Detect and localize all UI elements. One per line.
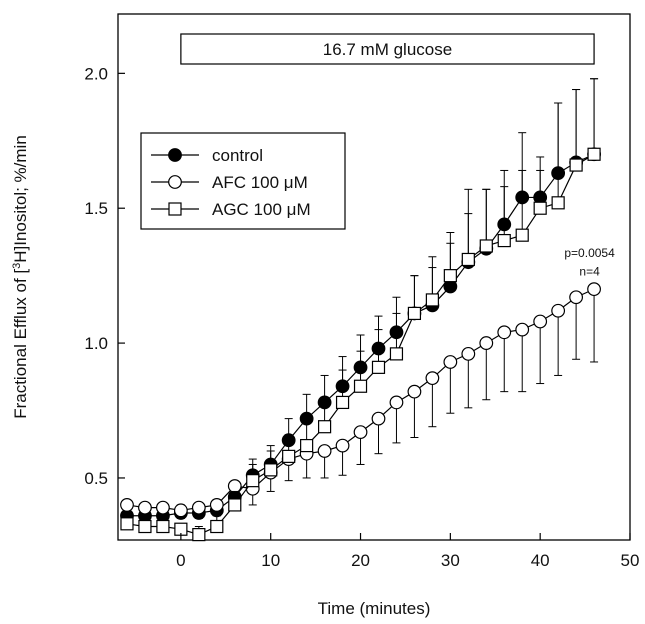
y-axis-title-main: Fractional Efflux of [ — [11, 269, 30, 419]
x-tick-label: 10 — [261, 551, 280, 570]
x-tick-label: 50 — [621, 551, 640, 570]
data-point — [479, 239, 493, 253]
data-point — [156, 519, 170, 534]
legend-marker — [168, 202, 182, 216]
legend-item: AFC 100 μM — [151, 173, 308, 192]
y-axis-title-rest: H]Inositol; %/min — [11, 135, 30, 263]
data-point — [443, 355, 458, 369]
data-point — [533, 201, 547, 215]
x-tick-label: 40 — [531, 551, 550, 570]
data-point — [515, 228, 529, 242]
data-point — [497, 233, 511, 248]
y-axis-title-superscript: 3 — [11, 263, 23, 269]
data-point — [173, 503, 188, 518]
y-tick-label: 2.0 — [84, 64, 108, 83]
legend-label: AFC 100 μM — [212, 173, 308, 192]
glucose-banner: 16.7 mM glucose — [180, 33, 595, 65]
data-point — [282, 449, 296, 463]
x-axis-title: Time (minutes) — [318, 599, 431, 618]
data-point — [353, 379, 368, 393]
y-tick-label: 0.5 — [84, 469, 108, 488]
data-point — [138, 500, 152, 515]
data-point — [587, 282, 601, 297]
data-point — [443, 269, 457, 283]
x-tick-label: 20 — [351, 551, 370, 570]
data-point — [389, 395, 404, 410]
data-point — [425, 293, 439, 307]
series-open-circle — [120, 282, 601, 519]
data-point — [192, 528, 206, 542]
data-point — [228, 498, 242, 512]
legend: control AFC 100 μM AGC 100 μM — [140, 132, 346, 230]
legend-label: AGC 100 μM — [212, 200, 311, 219]
data-point — [497, 325, 512, 340]
data-point — [210, 519, 224, 534]
data-point — [353, 425, 368, 440]
axis-layer: 0 10 20 30 40 50 0.5 1.0 1.5 2.0 — [84, 64, 639, 570]
data-point — [264, 463, 278, 477]
legend-label: control — [212, 146, 263, 165]
p-value-annotation: p=0.0054 — [564, 246, 615, 260]
data-point — [389, 347, 404, 361]
series-line — [126, 288, 595, 511]
data-point — [569, 290, 584, 305]
data-point — [120, 517, 134, 531]
data-point — [246, 474, 260, 488]
y-axis-title: Fractional Efflux of [3H]Inositol; %/min — [11, 135, 30, 419]
data-point — [461, 346, 476, 361]
legend-marker — [168, 148, 182, 162]
series-open-square — [120, 78, 601, 542]
data-point — [156, 500, 170, 515]
data-point — [479, 336, 494, 350]
data-point — [335, 395, 350, 410]
data-point — [300, 438, 314, 453]
glucose-banner-label: 16.7 mM glucose — [323, 40, 452, 59]
legend-marker — [168, 175, 182, 189]
x-tick-label: 30 — [441, 551, 460, 570]
legend-item: control — [151, 146, 263, 165]
data-point — [533, 314, 548, 329]
data-point — [317, 444, 332, 458]
y-tick-label: 1.5 — [84, 199, 108, 218]
x-tick-label: 0 — [176, 551, 185, 570]
data-point — [227, 479, 242, 493]
data-point — [138, 519, 152, 534]
n-annotation: n=4 — [579, 265, 600, 279]
data-point — [317, 420, 332, 434]
plot-frame — [117, 13, 631, 541]
plot-border — [117, 13, 631, 541]
data-point — [407, 306, 422, 321]
data-point — [551, 196, 565, 210]
data-point — [191, 500, 206, 515]
data-point — [515, 322, 530, 337]
data-point — [587, 147, 601, 161]
data-point — [371, 411, 386, 426]
data-point — [551, 303, 566, 318]
data-point — [209, 498, 224, 512]
data-point — [425, 371, 440, 386]
data-point — [407, 384, 422, 399]
series-layer — [120, 78, 601, 542]
annotations: p=0.0054 n=4 — [564, 246, 615, 279]
data-point — [120, 498, 134, 512]
data-point — [569, 158, 583, 172]
data-point — [461, 252, 475, 267]
legend-items: control AFC 100 μM AGC 100 μM — [151, 146, 311, 219]
glucose-banner-box — [180, 33, 595, 65]
legend-item: AGC 100 μM — [151, 200, 311, 219]
y-tick-label: 1.0 — [84, 334, 108, 353]
data-point — [371, 360, 386, 374]
data-point — [335, 438, 350, 453]
